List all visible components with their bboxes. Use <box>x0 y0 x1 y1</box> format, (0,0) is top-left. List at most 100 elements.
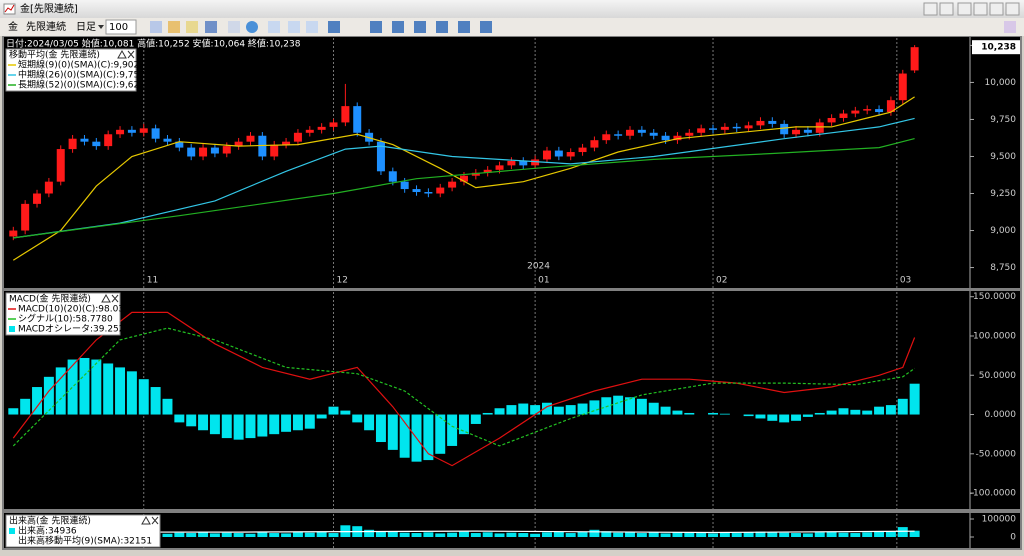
tool-icon[interactable] <box>328 21 340 33</box>
dropdown-arrow[interactable] <box>98 25 104 29</box>
oscillator-bar <box>233 414 244 440</box>
oscillator-bar <box>530 405 541 415</box>
oscillator-bar <box>767 414 778 421</box>
oscillator-bar <box>67 359 78 415</box>
oscillator-bar <box>79 357 90 415</box>
year-label: 2024 <box>527 262 550 272</box>
legend-entry: 中期線(26)(0)(SMA)(C):9,757 <box>18 69 145 81</box>
oscillator-bar <box>601 397 612 415</box>
volume-bar <box>162 533 173 537</box>
legend-close <box>151 516 159 525</box>
volume-bar <box>731 533 742 538</box>
panes: 8,7509,0009,2509,5009,75010,00010,250111… <box>4 37 1020 548</box>
volume-bar <box>411 533 422 538</box>
volume-bar <box>791 533 802 538</box>
volume-bar <box>897 527 908 537</box>
candle-body <box>436 187 445 194</box>
volume-bar <box>779 532 790 537</box>
volume-bar <box>399 532 410 537</box>
volume-bar <box>257 532 268 537</box>
candle-body <box>649 132 658 136</box>
candle-body <box>388 171 397 182</box>
oscillator-bar <box>150 387 161 415</box>
candle-body <box>768 120 777 124</box>
tool-icon[interactable] <box>306 21 318 33</box>
tool-icon[interactable] <box>480 21 492 33</box>
legend-entry: 短期線(9)(0)(SMA)(C):9,902 <box>18 59 139 71</box>
legend-entry: シグナル(10):58.7780 <box>18 313 113 325</box>
toolbar-period[interactable]: 日足 <box>76 21 96 33</box>
count-box[interactable] <box>105 19 137 35</box>
volume-bar <box>304 532 315 537</box>
candle-body <box>258 135 267 157</box>
volume-bar <box>814 532 825 537</box>
volume-bar <box>601 531 612 537</box>
candle-body <box>495 165 504 170</box>
tool-icon[interactable] <box>168 21 180 33</box>
volume-bar <box>589 529 600 538</box>
tool-icon[interactable] <box>186 21 198 33</box>
volume-bar <box>743 532 754 537</box>
candle-body <box>282 141 291 145</box>
volume-bar <box>292 531 303 537</box>
candle-body <box>305 129 314 133</box>
tool-icon[interactable] <box>458 21 470 33</box>
oscillator-bar <box>304 414 315 429</box>
volume-bar <box>423 532 434 537</box>
indicator-line <box>13 138 915 239</box>
oscillator-bar <box>91 359 102 415</box>
candle-body <box>44 181 53 194</box>
candle-body <box>104 134 113 147</box>
close-button[interactable] <box>1005 2 1020 16</box>
x-tick-label: 01 <box>538 276 549 286</box>
oscillator-bar <box>399 414 410 458</box>
oscillator-bar <box>257 414 268 437</box>
indicator-line <box>13 117 915 239</box>
oscillator-bar <box>269 414 280 435</box>
oscillator-bar <box>862 410 873 415</box>
candle-body <box>602 134 611 141</box>
volume-bar <box>470 533 481 538</box>
candle-body <box>68 138 77 150</box>
pen-button[interactable] <box>923 2 938 16</box>
candle-body <box>827 117 836 123</box>
volume-bar <box>518 533 529 538</box>
volume-bar <box>506 532 517 537</box>
pen-button[interactable] <box>939 2 954 16</box>
maximize-button[interactable] <box>973 2 988 16</box>
minimize-button[interactable] <box>957 2 972 16</box>
tool-icon[interactable] <box>205 21 217 33</box>
tool-icon[interactable] <box>268 21 280 33</box>
volume-bar <box>233 533 244 538</box>
toolbar-contract[interactable]: 先限連続 <box>26 20 66 33</box>
tool-icon[interactable] <box>228 21 240 33</box>
candle-body <box>199 147 208 157</box>
oscillator-bar <box>826 410 837 415</box>
tool-icon[interactable] <box>370 21 382 33</box>
candle-body <box>210 147 219 154</box>
volume-bar <box>281 533 292 537</box>
tool-icon[interactable] <box>150 21 162 33</box>
tool-icon[interactable] <box>436 21 448 33</box>
volume-bar <box>767 531 778 537</box>
tool-icon[interactable] <box>414 21 426 33</box>
last-price-label: 10,238 <box>981 43 1016 53</box>
candle-body <box>875 109 884 113</box>
tool-icon[interactable] <box>288 21 300 33</box>
count-value[interactable]: 100 <box>109 22 128 33</box>
oscillator-bar <box>375 414 386 443</box>
tool-icon[interactable] <box>246 21 258 33</box>
oscillator-bar <box>352 414 363 423</box>
tool-icon[interactable] <box>1004 21 1016 33</box>
volume-bar <box>862 532 873 537</box>
restore-button[interactable] <box>989 2 1004 16</box>
oscillator-bar <box>553 406 564 415</box>
toolbar-symbol[interactable]: 金 <box>8 20 18 33</box>
candle-body <box>163 138 172 142</box>
indicator-line <box>12 327 915 447</box>
oscillator-bar <box>423 414 434 461</box>
axis-background <box>970 513 1020 548</box>
pane-background <box>4 513 970 548</box>
y-tick-label: 10,000 <box>985 78 1017 88</box>
tool-icon[interactable] <box>392 21 404 33</box>
